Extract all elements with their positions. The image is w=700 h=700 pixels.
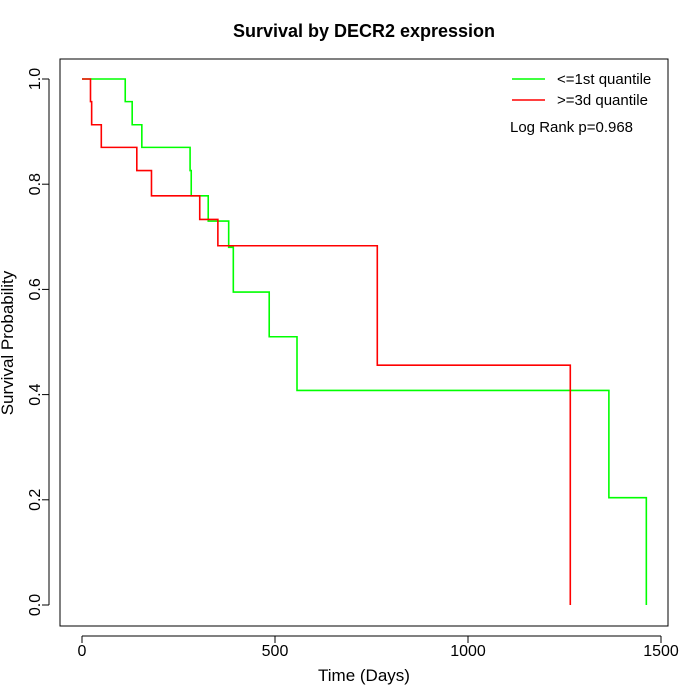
x-tick-label: 500 <box>262 643 289 660</box>
legend: <=1st quantile >=3d quantile <box>512 71 651 109</box>
log-rank-annotation: Log Rank p=0.968 <box>510 119 633 136</box>
y-tick-label: 0.8 <box>27 173 44 195</box>
y-axis-title: Survival Probability <box>0 270 17 415</box>
x-tick-label: 1500 <box>643 643 679 660</box>
y-axis: 0.0 0.2 0.4 0.6 0.8 1.0 <box>27 68 50 616</box>
legend-label-2: >=3d quantile <box>557 92 648 109</box>
y-tick-label: 0.2 <box>27 489 44 511</box>
x-axis: 0 500 1000 1500 <box>78 635 679 660</box>
x-tick-label: 0 <box>78 643 87 660</box>
series-line-1 <box>82 78 648 605</box>
plot-frame <box>59 58 669 627</box>
series-line-2 <box>82 78 572 605</box>
x-tick-label: 1000 <box>450 643 486 660</box>
chart-title: Survival by DECR2 expression <box>233 21 495 41</box>
x-axis-title: Time (Days) <box>318 666 410 685</box>
legend-label-1: <=1st quantile <box>557 71 651 88</box>
y-tick-label: 0.4 <box>27 383 44 405</box>
y-tick-label: 1.0 <box>27 68 44 90</box>
y-tick-label: 0.6 <box>27 278 44 300</box>
y-tick-label: 0.0 <box>27 594 44 616</box>
series-layer <box>82 78 648 605</box>
